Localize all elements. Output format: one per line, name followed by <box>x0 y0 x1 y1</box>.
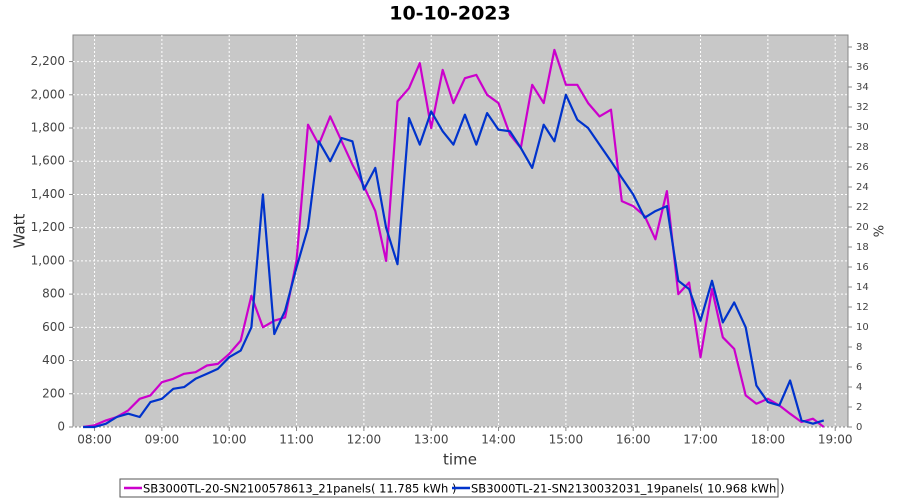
y2-tick-label: 34 <box>856 82 869 93</box>
y2-tick-label: 28 <box>856 142 869 153</box>
legend-label: SB3000TL-20-SN2100578613_21panels( 11.78… <box>143 482 456 496</box>
y2-tick-label: 24 <box>856 182 869 193</box>
y-tick-label: 1,000 <box>31 253 65 267</box>
x-tick-label: 15:00 <box>549 433 584 447</box>
y2-tick-label: 12 <box>856 302 869 313</box>
y2-tick-label: 6 <box>856 362 862 373</box>
legend <box>119 478 779 498</box>
x-tick-label: 09:00 <box>145 433 180 447</box>
y2-tick-label: 30 <box>856 122 869 133</box>
y-axis-label: Watt <box>11 213 29 248</box>
plot-area <box>72 34 849 428</box>
series-line <box>82 48 825 429</box>
x-tick-label: 19:00 <box>818 433 853 447</box>
y2-tick-label: 0 <box>856 422 862 433</box>
x-tick-label: 12:00 <box>347 433 382 447</box>
x-axis-label: time <box>443 451 477 469</box>
y2-tick-label: 36 <box>856 62 869 73</box>
x-tick-label: 16:00 <box>616 433 651 447</box>
series-line <box>83 93 825 429</box>
x-tick-label: 17:00 <box>683 433 718 447</box>
y2-tick-label: 8 <box>856 342 862 353</box>
y-tick-label: 1,600 <box>31 154 65 168</box>
y2-tick-label: 26 <box>856 162 869 173</box>
y2-tick-label: 16 <box>856 262 869 273</box>
y-tick-label: 0 <box>57 420 65 434</box>
x-tick-label: 13:00 <box>414 433 449 447</box>
y2-tick-label: 10 <box>856 322 869 333</box>
y-tick-label: 1,800 <box>31 121 65 135</box>
chart-title: 10-10-2023 <box>389 3 511 25</box>
x-tick-label: 14:00 <box>481 433 516 447</box>
y2-tick-label: 14 <box>856 282 869 293</box>
y-tick-label: 800 <box>42 287 65 301</box>
y2-tick-label: 38 <box>856 42 869 53</box>
x-tick-label: 10:00 <box>212 433 247 447</box>
y2-tick-label: 4 <box>856 382 862 393</box>
y-tick-label: 2,200 <box>31 54 65 68</box>
y2-tick-label: 18 <box>856 242 869 253</box>
y-tick-label: 200 <box>42 386 65 400</box>
y-tick-label: 1,400 <box>31 187 65 201</box>
y-tick-label: 400 <box>42 353 65 367</box>
y2-axis-label: % <box>873 225 888 237</box>
x-tick-label: 08:00 <box>77 433 112 447</box>
y2-tick-label: 20 <box>856 222 869 233</box>
y2-tick-label: 2 <box>856 402 862 413</box>
y2-tick-label: 22 <box>856 202 869 213</box>
x-tick-label: 18:00 <box>751 433 786 447</box>
y2-tick-label: 32 <box>856 102 869 113</box>
y-tick-label: 2,000 <box>31 87 65 101</box>
y-tick-label: 1,200 <box>31 220 65 234</box>
y-tick-label: 600 <box>42 320 65 334</box>
x-tick-label: 11:00 <box>279 433 314 447</box>
legend-label: SB3000TL-21-SN2130032031_19panels( 10.96… <box>471 482 784 496</box>
